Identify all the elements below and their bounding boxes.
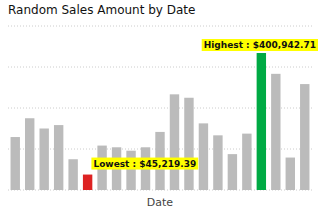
bar xyxy=(170,94,179,190)
bar xyxy=(39,129,48,191)
bar xyxy=(199,123,208,190)
bar xyxy=(25,118,34,190)
annotation-text: Lowest : $45,219.39 xyxy=(93,159,196,169)
bar xyxy=(213,135,222,190)
bar xyxy=(242,134,251,190)
bar xyxy=(126,151,135,190)
annotation: Highest : $400,942.71 xyxy=(202,39,318,51)
x-label: Date xyxy=(147,196,174,209)
annotations: Lowest : $45,219.39 Highest : $400,942.71 xyxy=(91,39,318,170)
bar xyxy=(286,158,295,190)
bars xyxy=(11,53,310,190)
chart: Random Sales Amount by Date Date Lowest : … xyxy=(0,0,320,214)
bar xyxy=(83,175,92,190)
annotation-background xyxy=(202,39,318,51)
annotation-background xyxy=(91,158,198,170)
bar xyxy=(54,125,63,190)
bar xyxy=(271,74,280,190)
bar xyxy=(228,154,237,190)
annotation: Lowest : $45,219.39 xyxy=(91,158,198,170)
grid-line xyxy=(8,26,312,27)
bar xyxy=(184,98,193,190)
grid-line xyxy=(8,67,312,68)
bar xyxy=(257,53,266,190)
title: Random Sales Amount by Date xyxy=(8,3,195,17)
bar xyxy=(300,84,309,190)
bar xyxy=(11,137,20,190)
grid-line xyxy=(8,108,312,109)
annotation-text: Highest : $400,942.71 xyxy=(204,40,316,50)
bar xyxy=(68,159,77,190)
